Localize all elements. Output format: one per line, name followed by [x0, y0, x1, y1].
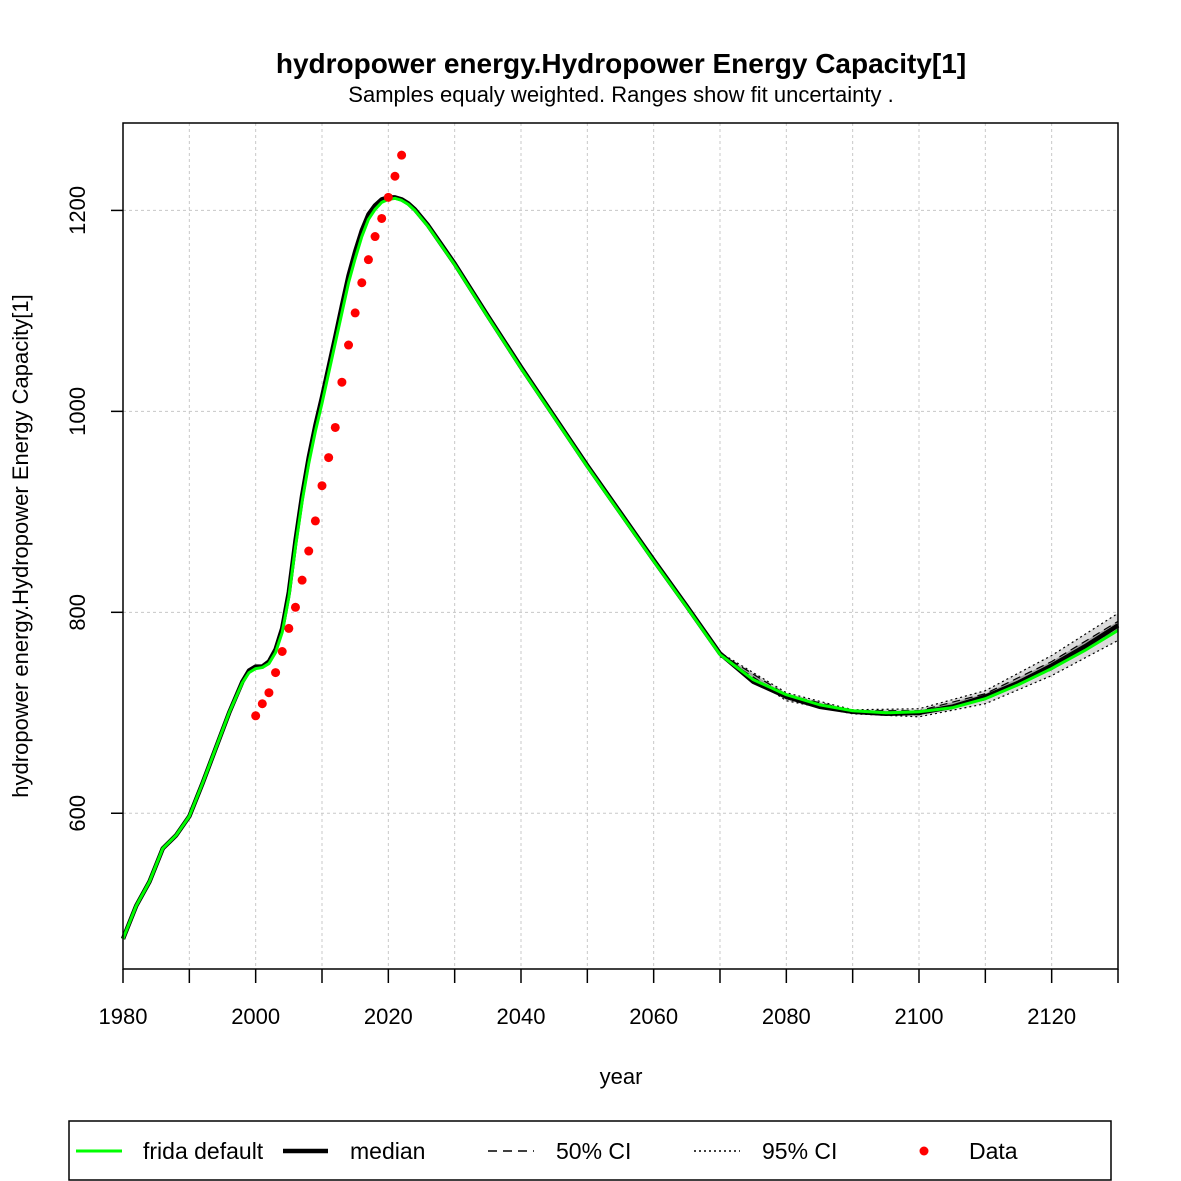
data-point-2008 — [304, 546, 314, 556]
y-axis-label: hydropower energy.Hydropower Energy Capa… — [8, 294, 33, 797]
data-point-2016 — [357, 278, 367, 288]
legend-frame — [68, 1120, 1112, 1181]
chart-subtitle: Samples equaly weighted. Ranges show fit… — [348, 82, 893, 107]
data-point-2021 — [390, 171, 400, 181]
x-axis: 1980 2000 2020 2040 2060 2080 2100 2120 — [99, 969, 1119, 1029]
x-tick-label-2080: 2080 — [762, 1004, 811, 1029]
x-tick-label-2060: 2060 — [629, 1004, 678, 1029]
x-tick-label-2000: 2000 — [231, 1004, 280, 1029]
legend-swatch-data — [919, 1146, 929, 1156]
x-tick-label-2120: 2120 — [1027, 1004, 1076, 1029]
data-point-2015 — [350, 308, 360, 318]
data-point-2012 — [330, 422, 340, 432]
ci-95-upper-line — [719, 612, 1119, 711]
data-point-2010 — [317, 481, 327, 491]
data-point-2013 — [337, 377, 347, 387]
grid-lines — [123, 123, 1118, 969]
data-point-2002 — [264, 688, 274, 698]
data-point-2018 — [370, 232, 380, 242]
y-tick-label-800: 800 — [65, 594, 90, 631]
data-point-2011 — [324, 453, 334, 463]
series-line-frida-default — [121, 196, 1119, 940]
legend-label-95-ci: 95% CI — [762, 1138, 837, 1164]
data-point-2006 — [290, 602, 300, 612]
data-point-2022 — [397, 150, 407, 160]
data-point-2003 — [271, 668, 281, 678]
y-tick-label-1200: 1200 — [65, 186, 90, 235]
data-point-2017 — [363, 255, 373, 265]
y-tick-label-600: 600 — [65, 795, 90, 832]
x-tick-label-1980: 1980 — [99, 1004, 148, 1029]
data-point-2020 — [383, 192, 393, 202]
x-tick-label-2020: 2020 — [364, 1004, 413, 1029]
data-point-2001 — [257, 699, 267, 709]
data-point-2019 — [377, 213, 387, 223]
legend-label-50-ci: 50% CI — [556, 1138, 631, 1164]
y-tick-label-1000: 1000 — [65, 387, 90, 436]
y-axis: 600 800 1000 1200 — [65, 186, 123, 832]
x-tick-label-2040: 2040 — [497, 1004, 546, 1029]
data-point-2005 — [284, 623, 294, 633]
chart-title: hydropower energy.Hydropower Energy Capa… — [276, 48, 966, 79]
data-point-2000 — [251, 711, 261, 721]
x-axis-label: year — [600, 1064, 643, 1089]
data-point-2007 — [297, 575, 307, 585]
data-point-2004 — [277, 646, 287, 656]
x-tick-label-2100: 2100 — [895, 1004, 944, 1029]
plot-frame — [122, 122, 1119, 970]
legend-label-data: Data — [969, 1138, 1018, 1164]
data-points — [251, 150, 407, 721]
ci-95-band — [720, 613, 1118, 717]
series-lines — [120, 195, 1120, 940]
legend-label-frida-default: frida default — [143, 1138, 264, 1164]
legend-label-median: median — [350, 1138, 425, 1164]
data-point-2014 — [344, 340, 354, 350]
data-point-2009 — [310, 516, 320, 526]
legend: frida default median 50% CI 95% CI Data — [68, 1120, 1112, 1181]
